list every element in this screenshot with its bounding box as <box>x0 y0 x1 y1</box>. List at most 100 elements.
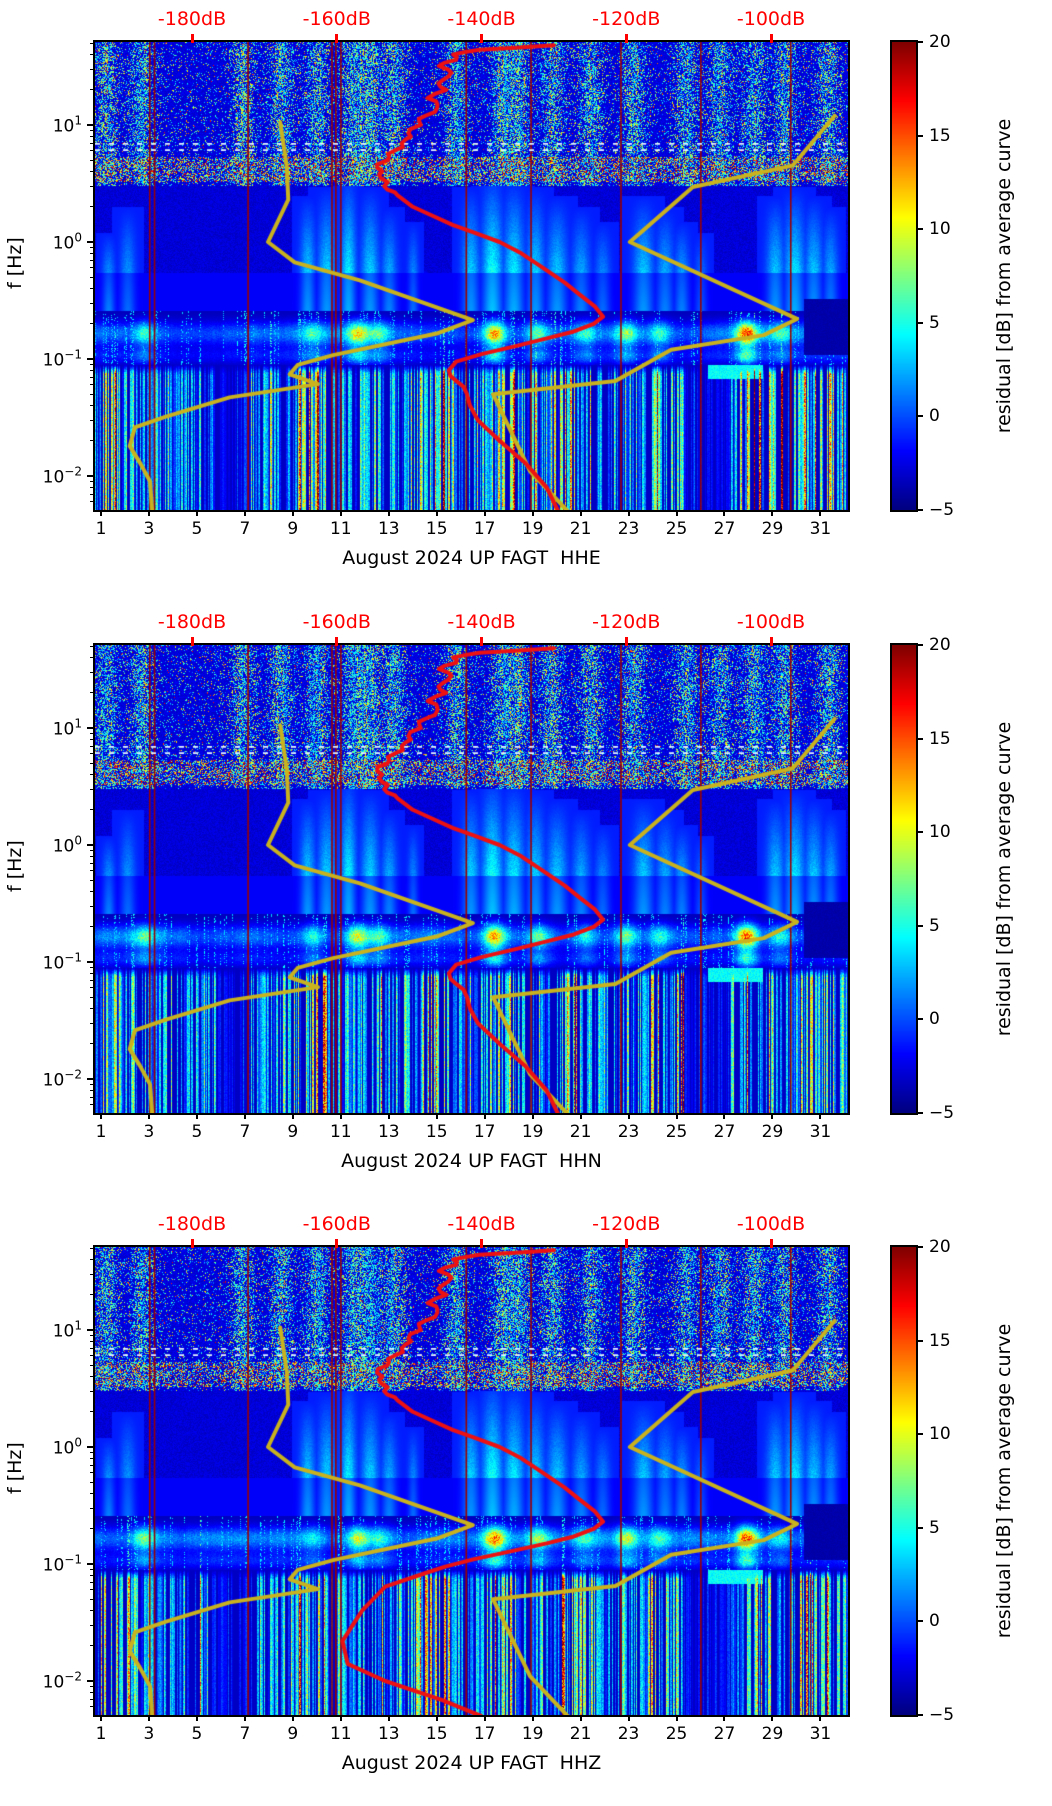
y-axis-minor-tick <box>90 405 95 407</box>
y-axis-minor-tick <box>90 671 95 673</box>
y-axis-minor-tick <box>90 363 95 365</box>
y-axis-minor-tick <box>90 185 95 187</box>
y-axis-minor-tick <box>90 129 95 131</box>
y-axis-minor-tick <box>90 1568 95 1570</box>
y-axis-minor-tick <box>90 987 95 989</box>
x-axis-tick-label: 9 <box>287 1724 299 1744</box>
y-axis-minor-tick <box>90 1364 95 1366</box>
y-axis-tick-mark <box>87 1563 95 1565</box>
panel-hhn: f [Hz] residual [dB] from average curve … <box>0 603 1052 1205</box>
colorbar-tick-label: −5 <box>929 1705 955 1725</box>
x-axis-tick-label: 7 <box>239 1122 251 1142</box>
colorbar-tick-label: 10 <box>929 822 951 843</box>
y-axis-minor-tick <box>90 486 95 488</box>
colorbar-tick-mark <box>916 1433 923 1436</box>
y-axis-minor-tick <box>90 1083 95 1085</box>
y-axis-minor-tick <box>90 1347 95 1349</box>
top-axis-tick-label: -180dB <box>157 8 227 30</box>
y-axis-label: f [Hz] <box>4 840 26 892</box>
x-axis-tick-mark <box>819 510 822 516</box>
x-axis-tick-mark <box>819 1715 822 1721</box>
x-axis-tick-mark <box>147 510 150 516</box>
colorbar-tick-label: 0 <box>929 406 940 427</box>
colorbar-tick-mark <box>916 509 923 511</box>
y-axis-minor-tick <box>90 774 95 776</box>
x-axis-tick-label: 29 <box>761 1724 784 1744</box>
top-axis-tick-mark <box>480 34 483 43</box>
y-axis-tick-label: 100 <box>52 230 82 254</box>
x-axis-tick-label: 5 <box>191 1122 203 1142</box>
colorbar-tick-label: 10 <box>929 219 951 240</box>
y-axis-minor-tick <box>90 142 95 144</box>
y-axis-minor-tick <box>90 1334 95 1336</box>
y-axis-minor-tick <box>90 1247 95 1249</box>
colorbar-tick-mark <box>916 924 923 927</box>
panel-hhe: f [Hz] residual [dB] from average curve … <box>0 0 1052 602</box>
y-axis-minor-tick <box>90 1390 95 1392</box>
y-axis-minor-tick <box>90 384 95 386</box>
y-axis-minor-tick <box>90 738 95 740</box>
x-axis-tick-mark <box>291 1113 294 1119</box>
top-axis-tick-label: -140dB <box>447 8 516 30</box>
y-axis-minor-tick <box>90 440 95 442</box>
x-axis-tick-mark <box>147 1113 150 1119</box>
colorbar-tick-label: 20 <box>929 32 951 52</box>
x-axis-tick-label: 31 <box>809 1122 832 1142</box>
x-axis-tick-mark <box>339 1715 342 1721</box>
top-axis-tick-label: -160dB <box>302 8 371 30</box>
y-axis-minor-tick <box>90 855 95 857</box>
x-axis-tick-mark <box>531 1715 534 1721</box>
x-axis-tick-mark <box>147 1715 150 1721</box>
y-axis-minor-tick <box>90 1008 95 1010</box>
x-axis-tick-mark <box>195 510 198 516</box>
y-axis-minor-tick <box>90 1457 95 1459</box>
colorbar-tick-mark <box>916 41 923 43</box>
y-axis-minor-tick <box>90 891 95 893</box>
y-axis-minor-tick <box>90 1089 95 1091</box>
x-axis-tick-mark <box>387 1715 390 1721</box>
colorbar-tick-mark <box>916 1339 923 1342</box>
y-axis-minor-tick <box>90 1259 95 1261</box>
x-axis-tick-mark <box>243 1113 246 1119</box>
x-axis-tick-label: 27 <box>713 519 736 539</box>
y-axis-minor-tick <box>90 1104 95 1106</box>
y-axis-minor-tick <box>90 732 95 734</box>
top-axis-tick-label: -120dB <box>592 8 661 30</box>
y-axis-minor-tick <box>90 42 95 44</box>
y-axis-minor-tick <box>90 1472 95 1474</box>
y-axis-minor-tick <box>90 905 95 907</box>
colorbar-tick-label: 15 <box>929 728 951 749</box>
x-axis-tick-label: 7 <box>239 1724 251 1744</box>
y-axis-minor-tick <box>90 206 95 208</box>
x-axis-title: August 2024 UP FAGT HHE <box>342 547 601 569</box>
y-axis-tick-label: 101 <box>52 1318 82 1342</box>
y-axis-minor-tick <box>90 1022 95 1024</box>
y-axis-tick-mark <box>87 844 95 846</box>
y-axis-minor-tick <box>90 68 95 70</box>
y-axis-minor-tick <box>90 1706 95 1708</box>
y-axis-minor-tick <box>90 1624 95 1626</box>
y-axis-minor-tick <box>90 1493 95 1495</box>
top-axis-tick-label: -160dB <box>302 611 371 633</box>
y-axis-minor-tick <box>90 1598 95 1600</box>
colorbar-tick-mark <box>916 1112 923 1114</box>
x-axis-tick-mark <box>483 1715 486 1721</box>
colorbar-tick-label: 10 <box>929 1424 951 1445</box>
colorbar-label: residual [dB] from average curve <box>993 118 1015 434</box>
y-axis-minor-tick <box>90 419 95 421</box>
y-axis-minor-tick <box>90 259 95 261</box>
x-axis-tick-label: 19 <box>521 519 544 539</box>
colorbar-tick-mark <box>916 134 923 137</box>
x-axis-tick-mark <box>483 510 486 516</box>
top-axis-tick-mark <box>480 1239 483 1248</box>
x-axis-tick-label: 27 <box>713 1122 736 1142</box>
x-axis-tick-label: 19 <box>521 1122 544 1142</box>
x-axis-tick-mark <box>675 1113 678 1119</box>
y-axis-minor-tick <box>90 1645 95 1647</box>
y-axis-minor-tick <box>90 879 95 881</box>
y-axis-minor-tick <box>90 369 95 371</box>
y-axis-minor-tick <box>90 1698 95 1700</box>
colorbar-tick-mark <box>916 644 923 646</box>
x-axis-tick-mark <box>99 1113 102 1119</box>
x-axis-tick-mark <box>435 510 438 516</box>
